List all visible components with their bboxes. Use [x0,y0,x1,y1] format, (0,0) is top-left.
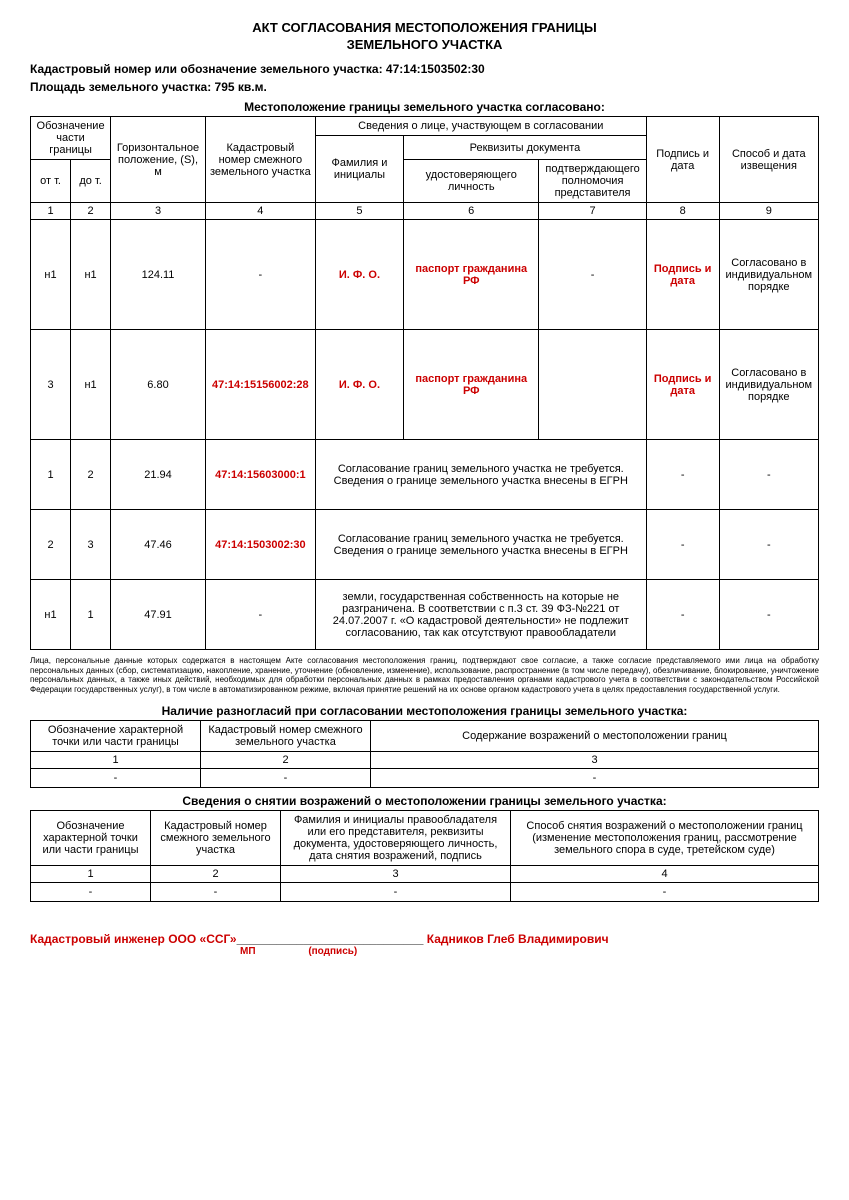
fine-print: Лица, персональные данные которых содерж… [30,656,819,694]
t3-h4: Способ снятия возражений о местоположени… [511,811,819,866]
h-ot: от т. [31,160,71,203]
disagreements-table: Обозначение характерной точки или части … [30,720,819,788]
t3-h2: Кадастровый номер смежного земельного уч… [151,811,281,866]
h-goriz: Горизонтальное положение, (S), м [111,117,206,203]
doc-title-1: АКТ СОГЛАСОВАНИЯ МЕСТОПОЛОЖЕНИЯ ГРАНИЦЫ [30,20,819,35]
number-row: 1 2 3 4 5 6 7 8 9 [31,203,819,220]
h-sposob: Способ и дата извещения [719,117,818,203]
h-fio: Фамилия и инициалы [315,136,403,203]
area-line: Площадь земельного участка: 795 кв.м. [30,80,819,94]
t2-h1: Обозначение характерной точки или части … [31,721,201,752]
h-obozn: Обозначение части границы [31,117,111,160]
h-udost: удостоверяющего личность [404,160,539,203]
signature-line: Кадастровый инженер ООО «ССГ»___________… [30,932,819,946]
table-row: н1н1124.11-И. Ф. О.паспорт гражданина РФ… [31,220,819,330]
t3-h1: Обозначение характерной точки или части … [31,811,151,866]
h-poln: подтверждающего полномочия представителя [539,160,646,203]
t3-h3: Фамилия и инициалы правообладателя или е… [281,811,511,866]
main-table: Обозначение части границы Горизонтальное… [30,116,819,650]
h-podpis: Подпись и дата [646,117,719,203]
section2-title: Наличие разногласий при согласовании мес… [30,704,819,718]
table-row: н1147.91-земли, государственная собствен… [31,580,819,650]
cadastral-number: Кадастровый номер или обозначение земель… [30,62,819,76]
doc-title-2: ЗЕМЕЛЬНОГО УЧАСТКА [30,37,819,52]
section1-title: Местоположение границы земельного участк… [30,100,819,114]
section3-title: Сведения о снятии возражений о местополо… [30,794,819,808]
h-rekv: Реквизиты документа [404,136,647,160]
t2-h3: Содержание возражений о местоположении г… [371,721,819,752]
h-kad: Кадастровый номер смежного земельного уч… [205,117,315,203]
resolution-table: Обозначение характерной точки или части … [30,810,819,902]
table-row: 2347.4647:14:1503002:30Согласование гран… [31,510,819,580]
h-sved: Сведения о лице, участвующем в согласова… [315,117,646,136]
table-row: 3н16.8047:14:15156002:28И. Ф. О.паспорт … [31,330,819,440]
table-row: 1221.9447:14:15603000:1Согласование гран… [31,440,819,510]
h-do: до т. [71,160,111,203]
signature-sub: МП (подпись) [30,946,819,957]
t2-h2: Кадастровый номер смежного земельного уч… [201,721,371,752]
